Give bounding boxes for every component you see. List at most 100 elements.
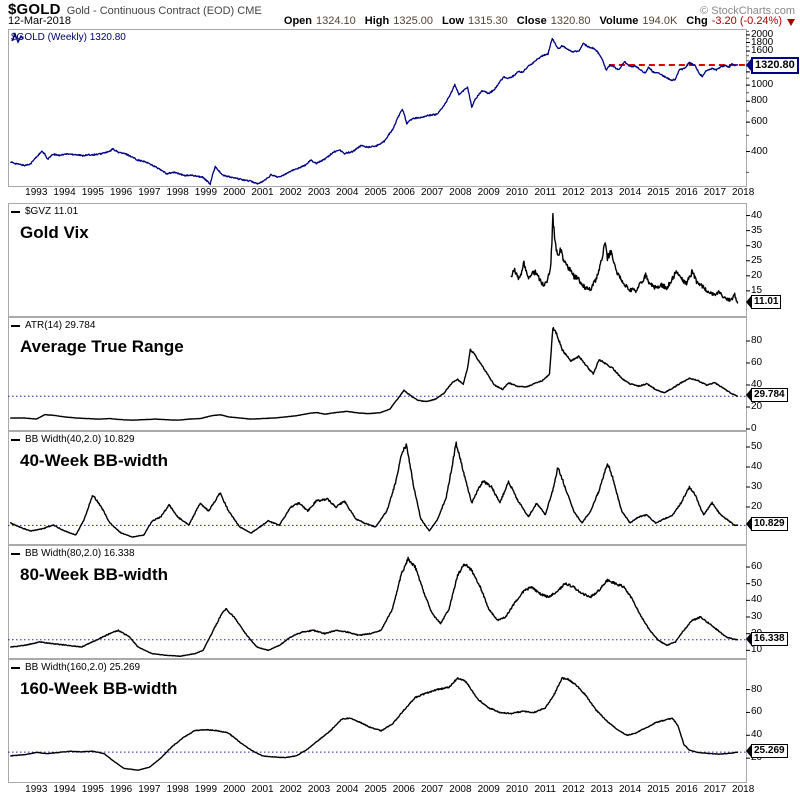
x-axis-label-2003: 2003	[307, 187, 331, 198]
x-axis-label-2005: 2005	[364, 187, 387, 198]
atr-legend-text: ATR(14) 29.784	[25, 320, 96, 331]
gold-price-line	[10, 37, 739, 186]
stockcharts-copyright: © StockCharts.com	[700, 5, 795, 17]
quote-value-close: 1320.80	[550, 15, 591, 27]
bb-width-80-y-label: 10	[751, 644, 763, 656]
atr-title: Average True Range	[20, 337, 184, 356]
legend-dash-icon	[11, 324, 20, 327]
legend-dash-icon	[11, 666, 20, 669]
bb-width-160-y-label: 40	[751, 729, 763, 741]
x-axis-label-1993: 1993	[25, 784, 48, 795]
atr-y-label: 20	[751, 401, 763, 412]
bb-width-40-y-label: 20	[751, 501, 763, 512]
quote-label-high: High	[364, 15, 390, 27]
x-axis-label-2015: 2015	[647, 187, 670, 198]
gold-price-y-label: 400	[751, 145, 768, 157]
x-axis-label-1997: 1997	[138, 784, 161, 795]
x-axis-label-2012: 2012	[562, 784, 585, 795]
x-axis-label-2002: 2002	[279, 784, 302, 795]
x-axis-labels-bottom: 1993 1994 1995 1996 1997 1998 1999 2000 2001 2002…	[0, 784, 800, 798]
symbol-description: Gold - Continuous Contract (EOD) CME	[66, 5, 262, 17]
line-style-icon	[11, 32, 24, 44]
x-axis-label-2008: 2008	[449, 784, 472, 795]
x-axis-label-2016: 2016	[675, 784, 698, 795]
gold-vix-line	[510, 212, 739, 304]
x-axis-label-1994: 1994	[53, 187, 76, 198]
tag-arrow-icon	[746, 59, 751, 72]
tag-arrow-icon	[746, 295, 751, 308]
change-down-triangle-icon	[787, 18, 795, 26]
x-axis-label-2017: 2017	[703, 187, 727, 198]
x-axis-label-2001: 2001	[251, 187, 274, 198]
x-axis-label-2018: 2018	[732, 784, 755, 795]
x-axis-label-2018: 2018	[732, 187, 755, 198]
x-axis-label-1996: 1996	[109, 187, 133, 198]
gold-price-y-label: 600	[751, 116, 768, 128]
tag-arrow-icon	[746, 632, 751, 645]
x-axis-labels-top: 1993 1994 1995 1996 1997 1998 1999 2000 2001 2002…	[0, 187, 800, 201]
bb-width-160-title: 160-Week BB-width	[20, 679, 178, 698]
x-axis-label-2010: 2010	[505, 784, 529, 795]
bb-width-160-legend-text: BB Width(160,2.0) 25.269	[25, 662, 141, 673]
x-axis-label-1997: 1997	[138, 187, 161, 198]
x-axis-label-2009: 2009	[477, 784, 500, 795]
quote-label-open: Open	[283, 15, 313, 27]
legend-dash-icon	[11, 210, 20, 213]
bb-width-160-y-label: 80	[751, 683, 763, 695]
ohlc-quote: Open 1324.10 High 1325.00 Low 1315.30 Close 132…	[275, 15, 782, 27]
gold-price-value-tag: 1320.80	[746, 56, 799, 74]
atr-line	[10, 327, 739, 421]
x-axis-label-2013: 2013	[590, 187, 613, 198]
gold-price-y-label: 1800	[751, 36, 774, 48]
gold-price-value-tag-text: 1320.80	[751, 56, 799, 74]
atr-y-label: 60	[751, 357, 763, 368]
x-axis-label-1998: 1998	[166, 784, 189, 795]
gold-price-y-label: 1000	[751, 79, 774, 91]
bb-width-40-panel: 50 40 30 20 BB Width(40,2.0) 10.829 40-Week B…	[0, 431, 800, 545]
quote-value-chg: -3.20 (-0.24%)	[711, 15, 782, 27]
quote-label-volume: Volume	[599, 15, 639, 27]
bb-width-80-frame	[8, 545, 747, 659]
x-axis-label-2013: 2013	[590, 784, 613, 795]
x-axis-label-2008: 2008	[449, 187, 472, 198]
bb-width-40-plot	[8, 431, 750, 545]
x-axis-label-2011: 2011	[534, 187, 556, 198]
quote-value-volume: 194.0K	[642, 15, 678, 27]
symbol-label: $GOLD	[8, 1, 61, 18]
gold-price-y-label: 1600	[751, 45, 774, 57]
gold-vix-value-tag-text: 11.01	[751, 294, 782, 309]
gold-vix-y-label: 40	[751, 209, 763, 221]
gold-vix-plot	[8, 203, 750, 317]
gold-vix-legend-text: $GVZ 11.01	[25, 206, 79, 217]
bb-width-40-value-tag: 10.829	[746, 517, 788, 532]
x-axis-label-1993: 1993	[25, 187, 48, 198]
atr-y-label: 80	[751, 335, 763, 346]
bb-width-40-y-label: 40	[751, 461, 763, 472]
bb-width-40-line	[10, 441, 739, 538]
bb-width-40-frame	[8, 431, 747, 545]
gold-vix-title: Gold Vix	[20, 223, 89, 242]
bb-width-160-value-tag: 25.269	[746, 744, 788, 759]
atr-panel: 80 60 40 20 0 ATR(14) 29.784 Average True Rang…	[0, 317, 800, 434]
x-axis-label-1998: 1998	[166, 187, 189, 198]
gold-price-panel: 20001800160012001000800600400$GOLD (Week…	[0, 29, 800, 187]
gold-vix-value-tag: 11.01	[746, 294, 782, 309]
atr-y-label: 0	[751, 423, 757, 434]
x-axis-label-2006: 2006	[392, 784, 415, 795]
atr-plot	[8, 317, 750, 431]
quote-value-high: 1325.00	[393, 15, 433, 27]
x-axis-label-2003: 2003	[307, 784, 331, 795]
bb-width-40-legend-text: BB Width(40,2.0) 10.829	[25, 434, 135, 445]
bb-width-40-value-tag-text: 10.829	[751, 517, 788, 532]
quote-value-open: 1324.10	[316, 15, 356, 27]
bb-width-80-title: 80-Week BB-width	[20, 565, 168, 584]
x-axis-label-2010: 2010	[505, 187, 529, 198]
quote-value-low: 1315.30	[468, 15, 508, 27]
gold-price-legend-text: $GOLD (Weekly) 1320.80	[11, 32, 126, 43]
gold-vix-y-label: 30	[751, 239, 763, 251]
gold-vix-y-label: 15	[751, 284, 763, 296]
x-axis-label-2009: 2009	[477, 187, 500, 198]
quote-label-close: Close	[516, 15, 547, 27]
bb-width-160-line	[10, 676, 739, 771]
bb-width-80-y-label: 60	[751, 561, 763, 572]
